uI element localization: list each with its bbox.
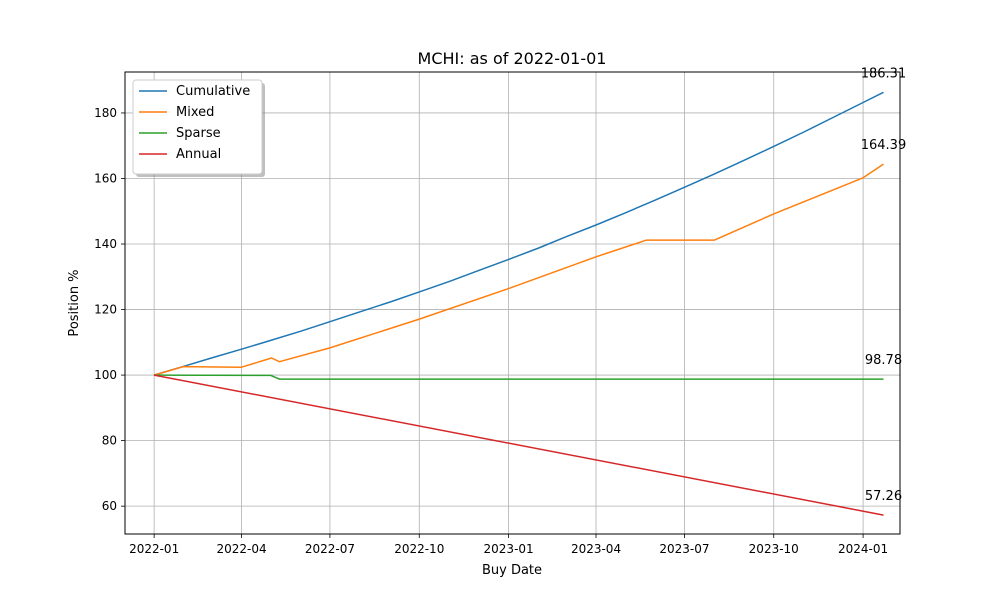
legend: Cumulative Mixed Sparse Annual: [132, 79, 265, 177]
y-tick-label: 160: [94, 171, 117, 185]
legend-label: Sparse: [176, 126, 221, 141]
y-tick-label: 120: [94, 303, 117, 317]
legend-label: Annual: [176, 147, 221, 162]
series-line-mixed: [153, 163, 884, 376]
plot-frame: [124, 71, 901, 535]
x-axis-label: Buy Date: [482, 563, 542, 578]
x-tick-label: 2023-10: [749, 542, 799, 556]
y-tick-label: 100: [94, 368, 117, 382]
y-axis-label: Position %: [67, 269, 82, 336]
y-tick-label: 80: [102, 434, 117, 448]
x-tick-label: 2022-04: [216, 542, 266, 556]
series-lines: [153, 91, 884, 516]
end-value-labels: 186.31 164.39 98.78 57.26: [861, 66, 907, 504]
x-tick-label: 2022-07: [305, 542, 355, 556]
x-tick-label: 2022-01: [129, 542, 179, 556]
y-axis: 60 80 100 120 140 160 180: [94, 106, 125, 513]
end-value-label: 164.39: [861, 138, 907, 153]
legend-label: Mixed: [176, 105, 214, 120]
y-tick-label: 140: [94, 237, 117, 251]
chart-title: MCHI: as of 2022-01-01: [418, 49, 607, 68]
x-tick-label: 2023-04: [571, 542, 621, 556]
x-tick-label: 2024-01: [838, 542, 888, 556]
legend-box: [132, 79, 263, 175]
x-tick-label: 2023-01: [484, 542, 534, 556]
y-tick-label: 180: [94, 106, 117, 120]
y-tick-label: 60: [102, 499, 117, 513]
end-value-label: 57.26: [865, 489, 902, 504]
x-tick-label: 2023-07: [659, 542, 709, 556]
grid: [125, 72, 900, 534]
series-line-annual: [153, 374, 884, 516]
x-tick-label: 2022-10: [394, 542, 444, 556]
end-value-label: 98.78: [865, 353, 902, 368]
series-line-sparse: [154, 374, 884, 380]
legend-label: Cumulative: [176, 84, 250, 99]
series-line-cumulative: [153, 91, 884, 376]
x-axis: 2022-01 2022-04 2022-07 2022-10 2023-01 2023-…: [129, 534, 888, 556]
end-value-label: 186.31: [861, 66, 907, 81]
